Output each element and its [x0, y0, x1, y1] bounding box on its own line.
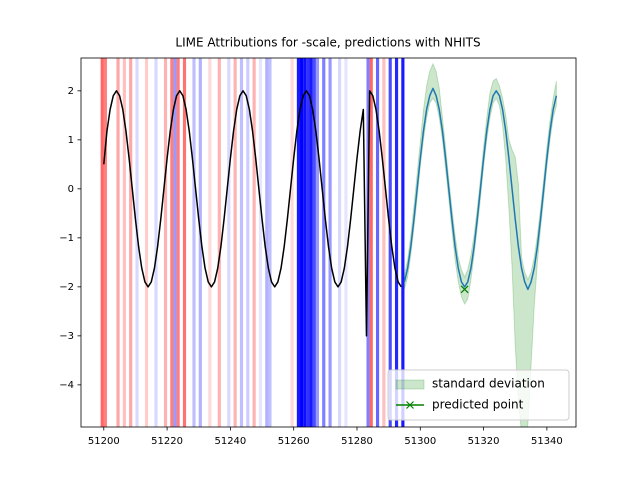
x-tick-label: 51280 [341, 436, 373, 447]
chart-title: LIME Attributions for -scale, prediction… [175, 36, 480, 50]
legend-box [387, 369, 570, 421]
predicted-point [460, 285, 469, 294]
attribution-span [122, 58, 126, 427]
attribution-span [401, 58, 405, 427]
attribution-span [268, 58, 272, 427]
attribution-span [303, 58, 307, 427]
attribution-span [239, 58, 244, 427]
attribution-span [265, 58, 269, 427]
attribution-span [198, 58, 202, 427]
attribution-span [170, 58, 174, 427]
legend-label: standard deviation [432, 377, 545, 391]
attribution-span [144, 58, 149, 427]
y-tick-label: 1 [68, 135, 74, 146]
y-tick-label: −1 [59, 233, 74, 244]
x-tick-label: 51260 [278, 436, 310, 447]
y-tick-label: −4 [59, 380, 74, 391]
x-tick-label: 51200 [88, 436, 120, 447]
attribution-span [375, 58, 380, 427]
attribution-span [116, 58, 120, 427]
attribution-span [296, 58, 301, 427]
attribution-span [217, 58, 221, 427]
x-tick-label: 51340 [531, 436, 563, 447]
y-tick-label: −3 [59, 331, 74, 342]
plot-area [100, 58, 558, 427]
legend-label: predicted point [432, 398, 524, 412]
attribution-span [163, 58, 168, 427]
attribution-span [246, 58, 250, 427]
x-tick-label: 51220 [151, 436, 183, 447]
attribution-span [135, 58, 139, 427]
attribution-span [154, 58, 158, 427]
attribution-span [103, 58, 107, 427]
y-tick-label: 2 [68, 86, 74, 97]
attribution-span [312, 58, 316, 427]
attribution-span [337, 58, 342, 427]
attribution-span [344, 58, 348, 427]
x-tick-label: 51320 [468, 436, 500, 447]
attribution-span [192, 58, 196, 427]
legend-swatch [395, 379, 425, 390]
attribution-span [290, 58, 294, 427]
attribution-span [258, 58, 263, 427]
attribution-span [315, 58, 320, 427]
attribution-span [322, 58, 326, 427]
attribution-span [309, 58, 313, 427]
attribution-span [300, 58, 304, 427]
legend-marker [406, 401, 414, 409]
attribution-span [252, 58, 256, 427]
attribution-span [328, 58, 332, 427]
attribution-span [208, 58, 212, 427]
axes-frame [80, 57, 577, 428]
series-line [103, 90, 402, 337]
series-line [403, 87, 558, 291]
y-tick-label: 0 [68, 184, 74, 195]
attribution-span [227, 58, 231, 427]
attribution-span [182, 58, 187, 427]
attribution-span [176, 58, 180, 427]
attribution-span [233, 58, 237, 427]
attribution-span [100, 58, 104, 427]
attribution-span [369, 58, 373, 427]
attribution-span [394, 58, 399, 427]
y-tick-label: −2 [59, 282, 74, 293]
attribution-span [388, 58, 392, 427]
x-tick-label: 51300 [404, 436, 436, 447]
x-tick-label: 51240 [214, 436, 246, 447]
attribution-span [306, 58, 310, 427]
attribution-span [129, 58, 133, 427]
attribution-span [382, 58, 386, 427]
std-band [403, 62, 557, 427]
attribution-span [173, 58, 177, 427]
